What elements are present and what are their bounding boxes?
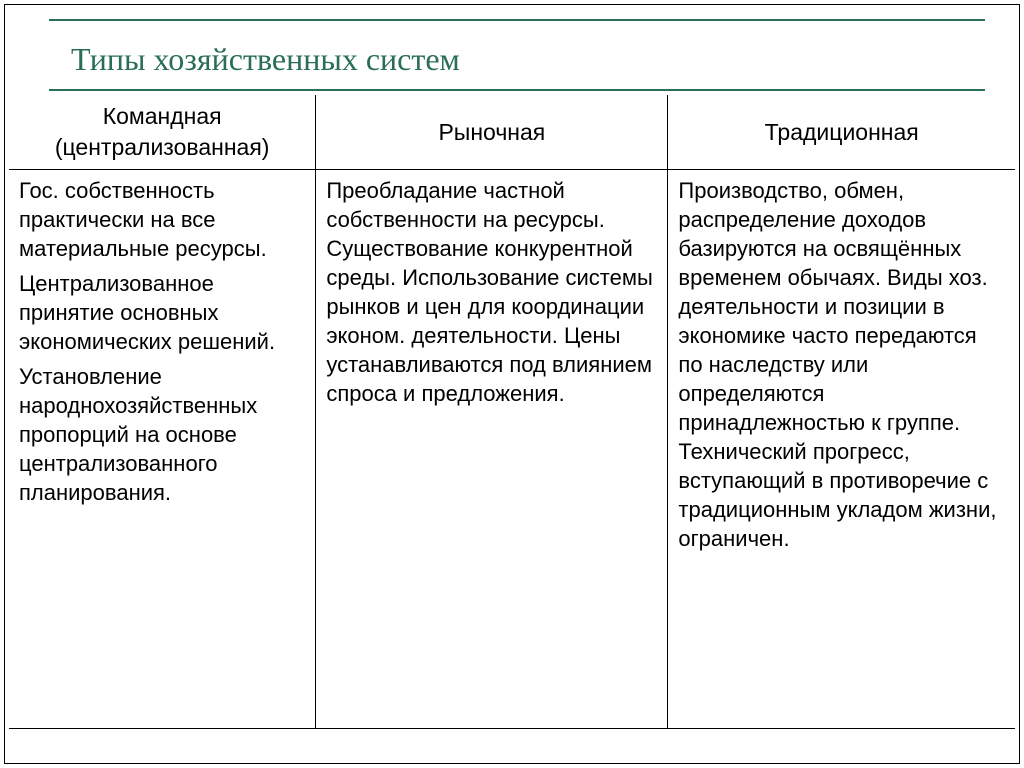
cell-paragraph: Установление народнохозяйственных пропор… [19,362,305,507]
systems-table: Командная (централизованная) Рыночная Тр… [9,95,1015,729]
table-header-row: Командная (централизованная) Рыночная Тр… [9,95,1015,170]
cell-command: Гос. собственность практически на все ма… [9,170,316,729]
table-row: Гос. собственность практически на все ма… [9,170,1015,729]
slide-frame: Типы хозяйственных систем Командная (цен… [4,4,1020,764]
col-header-label: Рыночная [438,119,545,145]
col-header-traditional: Традиционная [668,95,1015,170]
cell-paragraph: Гос. собственность практически на все ма… [19,176,305,263]
table-container: Командная (централизованная) Рыночная Тр… [9,95,1015,729]
cell-traditional: Производство, обмен, распределение доход… [668,170,1015,729]
cell-text: Производство, обмен, распределение доход… [678,178,996,551]
cell-paragraph: Централизованное принятие основных эконо… [19,269,305,356]
cell-market: Преобладание частной собственности на ре… [316,170,668,729]
page-title: Типы хозяйственных систем [71,41,460,78]
cell-text: Преобладание частной собственности на ре… [326,178,652,406]
col-header-sublabel: (централизованная) [15,134,309,161]
col-header-label: Традиционная [765,119,919,145]
col-header-command: Командная (централизованная) [9,95,316,170]
col-header-market: Рыночная [316,95,668,170]
col-header-label: Командная [103,103,222,129]
